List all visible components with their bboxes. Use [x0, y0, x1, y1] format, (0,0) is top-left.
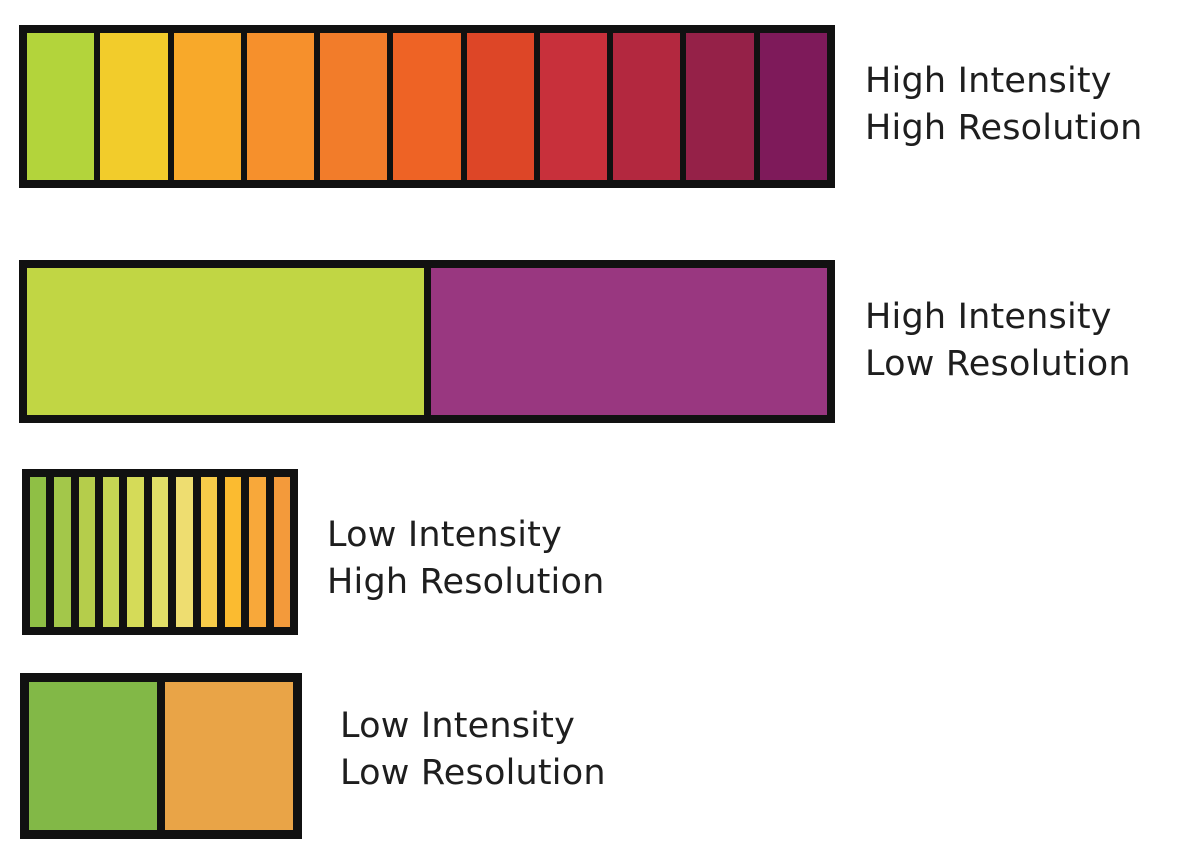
color-segment — [246, 33, 315, 180]
color-segment — [539, 33, 608, 180]
color-segment — [103, 477, 120, 627]
color-segment — [127, 477, 144, 627]
color-segment — [393, 33, 461, 180]
color-segment — [466, 33, 534, 180]
label-line-resolution: High Resolution — [327, 562, 605, 602]
color-segment — [29, 682, 157, 830]
label-high-intensity-low-resolution: High Intensity Low Resolution — [865, 294, 1131, 388]
color-segment — [27, 33, 95, 180]
bar-high-intensity-low-resolution — [19, 260, 835, 423]
color-segment — [173, 33, 241, 180]
color-segment — [430, 268, 827, 415]
label-line-resolution: Low Resolution — [340, 753, 606, 793]
label-line-intensity: Low Intensity — [340, 706, 575, 746]
color-segment — [151, 477, 169, 627]
bar-high-intensity-high-resolution — [19, 25, 835, 188]
label-line-intensity: High Intensity — [865, 61, 1112, 101]
bar-low-intensity-low-resolution — [20, 673, 302, 839]
color-segment — [165, 682, 293, 830]
color-segment — [100, 33, 168, 180]
label-line-resolution: High Resolution — [865, 108, 1143, 148]
color-segment — [613, 33, 681, 180]
label-low-intensity-low-resolution: Low Intensity Low Resolution — [340, 703, 606, 797]
label-line-intensity: High Intensity — [865, 297, 1112, 337]
label-line-resolution: Low Resolution — [865, 344, 1131, 384]
color-segment — [249, 477, 266, 627]
color-segment — [273, 477, 290, 627]
color-segment — [224, 477, 242, 627]
label-line-intensity: Low Intensity — [327, 515, 562, 555]
color-segment — [759, 33, 827, 180]
color-segment — [176, 477, 193, 627]
bar-low-intensity-high-resolution — [22, 469, 298, 635]
color-segment — [54, 477, 71, 627]
color-segment — [320, 33, 388, 180]
color-segment — [686, 33, 754, 180]
color-segment — [200, 477, 217, 627]
color-segment — [30, 477, 47, 627]
color-segment — [27, 268, 424, 415]
label-low-intensity-high-resolution: Low Intensity High Resolution — [327, 512, 604, 606]
color-segment — [78, 477, 96, 627]
label-high-intensity-high-resolution: High Intensity High Resolution — [865, 58, 1142, 152]
